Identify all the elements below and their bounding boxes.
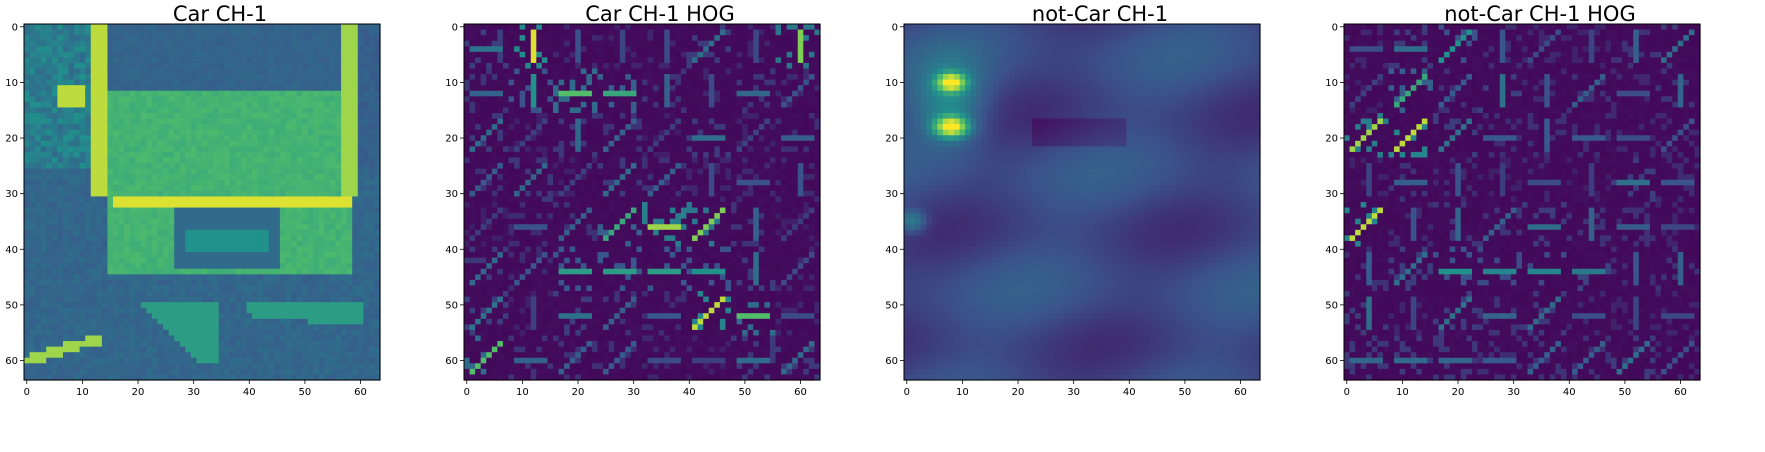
y-tick-label: 0 bbox=[892, 22, 898, 33]
x-tick-label: 20 bbox=[1012, 387, 1025, 398]
panel-notcar: not-Car CH-1 0 10 20 30 40 50 60 0 10 20 30 40 50 60 bbox=[880, 0, 1320, 452]
axes-frame bbox=[1343, 23, 1701, 381]
x-tick-label: 0 bbox=[1344, 387, 1350, 398]
y-tick-label: 30 bbox=[5, 189, 18, 200]
x-tick-label: 10 bbox=[516, 387, 529, 398]
y-tick-label: 10 bbox=[1325, 78, 1338, 89]
x-tick-label: 0 bbox=[904, 387, 910, 398]
heatmap-image bbox=[24, 24, 381, 381]
heatmap-image bbox=[464, 24, 821, 381]
y-tick-label: 40 bbox=[445, 245, 458, 256]
y-tick-label: 60 bbox=[1325, 356, 1338, 367]
y-tick-label: 10 bbox=[445, 78, 458, 89]
y-tick-label: 30 bbox=[445, 189, 458, 200]
axes-frame bbox=[903, 23, 1261, 381]
x-tick-label: 40 bbox=[1563, 387, 1576, 398]
y-tick-label: 60 bbox=[885, 356, 898, 367]
x-tick-label: 30 bbox=[187, 387, 200, 398]
x-tick-label: 10 bbox=[956, 387, 969, 398]
axes-frame bbox=[463, 23, 821, 381]
y-tick-label: 40 bbox=[5, 245, 18, 256]
plot-notcar: 0 10 20 30 40 50 60 0 10 20 30 40 50 60 bbox=[885, 22, 1261, 398]
chart-title: not-Car CH-1 HOG bbox=[1444, 2, 1636, 26]
y-tick-label: 20 bbox=[1325, 134, 1338, 145]
y-tick-label: 0 bbox=[452, 22, 458, 33]
y-tick-label: 20 bbox=[5, 134, 18, 145]
plot-car-hog: 0 10 20 30 40 50 60 0 10 20 30 40 50 60 bbox=[445, 22, 821, 398]
x-tick-label: 40 bbox=[243, 387, 256, 398]
x-tick-label: 10 bbox=[1396, 387, 1409, 398]
x-tick-label: 30 bbox=[627, 387, 640, 398]
y-tick-label: 20 bbox=[885, 134, 898, 145]
x-tick-label: 20 bbox=[132, 387, 145, 398]
plot-notcar-hog: 0 10 20 30 40 50 60 0 10 20 30 40 50 60 bbox=[1325, 22, 1701, 398]
x-tick-label: 60 bbox=[794, 387, 807, 398]
y-tick-label: 50 bbox=[5, 300, 18, 311]
x-tick-label: 50 bbox=[739, 387, 752, 398]
x-tick-label: 30 bbox=[1067, 387, 1080, 398]
y-tick-label: 30 bbox=[1325, 189, 1338, 200]
x-tick-label: 30 bbox=[1507, 387, 1520, 398]
x-tick-label: 60 bbox=[1234, 387, 1247, 398]
y-tick-label: 60 bbox=[5, 356, 18, 367]
y-tick-label: 50 bbox=[1325, 300, 1338, 311]
x-tick-label: 20 bbox=[1452, 387, 1465, 398]
x-tick-label: 40 bbox=[683, 387, 696, 398]
x-tick-label: 50 bbox=[1619, 387, 1632, 398]
x-tick-label: 60 bbox=[354, 387, 367, 398]
y-tick-label: 10 bbox=[885, 78, 898, 89]
y-tick-label: 40 bbox=[885, 245, 898, 256]
panel-car: Car CH-1 0 10 20 30 40 50 60 0 10 20 30 40 50 60 bbox=[0, 0, 440, 452]
y-tick-label: 40 bbox=[1325, 245, 1338, 256]
y-tick-label: 60 bbox=[445, 356, 458, 367]
y-tick-label: 0 bbox=[12, 22, 18, 33]
axes-frame bbox=[23, 23, 381, 381]
chart-title: not-Car CH-1 bbox=[1031, 2, 1169, 26]
heatmap-image bbox=[904, 24, 1261, 381]
plot-car: 0 10 20 30 40 50 60 0 10 20 30 40 50 60 bbox=[5, 22, 381, 398]
y-tick-label: 20 bbox=[445, 134, 458, 145]
y-tick-label: 50 bbox=[885, 300, 898, 311]
panel-car-hog: Car CH-1 HOG 0 10 20 30 40 50 60 0 10 20 30 40 50 60 bbox=[440, 0, 880, 452]
heatmap-image bbox=[1344, 24, 1701, 381]
chart-title: Car CH-1 HOG bbox=[585, 2, 735, 26]
y-tick-label: 50 bbox=[445, 300, 458, 311]
panel-notcar-hog: not-Car CH-1 HOG 0 10 20 30 40 50 60 0 10 20 30 40 5… bbox=[1320, 0, 1760, 452]
y-tick-label: 10 bbox=[5, 78, 18, 89]
x-tick-label: 50 bbox=[1179, 387, 1192, 398]
x-tick-label: 60 bbox=[1674, 387, 1687, 398]
chart-title: Car CH-1 bbox=[172, 2, 268, 26]
x-tick-label: 20 bbox=[572, 387, 585, 398]
y-tick-label: 30 bbox=[885, 189, 898, 200]
x-tick-label: 10 bbox=[76, 387, 89, 398]
x-tick-label: 0 bbox=[464, 387, 470, 398]
x-tick-label: 40 bbox=[1123, 387, 1136, 398]
x-tick-label: 50 bbox=[299, 387, 312, 398]
y-tick-label: 0 bbox=[1332, 22, 1338, 33]
x-tick-label: 0 bbox=[24, 387, 30, 398]
